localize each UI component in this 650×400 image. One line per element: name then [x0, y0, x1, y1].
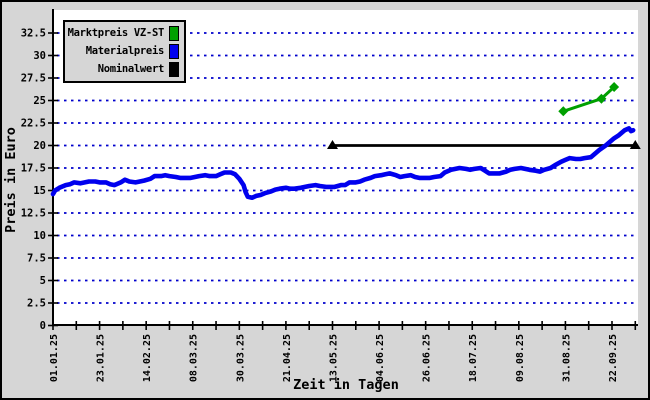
x-tick-label: 22.09.25 — [608, 334, 619, 382]
y-tick-label: 17.5 — [21, 163, 46, 175]
x-tick-label: 14.02.25 — [142, 334, 153, 382]
legend-item-marktpreis: Marktpreis VZ-ST — [65, 24, 184, 42]
x-tick-label: 18.07.25 — [468, 334, 479, 382]
y-tick-label: 15 — [33, 185, 46, 197]
nominalwert-triangle-marker — [629, 140, 641, 149]
x-tick-label: 09.08.25 — [515, 334, 526, 382]
legend-label-materialpreis: Materialpreis — [85, 45, 165, 57]
marktpreis-diamond-marker — [609, 82, 620, 92]
y-tick-label: 25 — [33, 95, 46, 107]
y-tick-label: 5 — [40, 275, 46, 287]
legend-swatch-marktpreis — [169, 25, 179, 41]
legend-label-nominalwert: Nominalwert — [97, 63, 165, 75]
x-tick-label: 26.06.25 — [422, 334, 433, 382]
x-tick-label: 30.03.25 — [235, 334, 246, 382]
series-materialpreis — [50, 126, 636, 200]
y-tick-label: 7.5 — [27, 253, 46, 265]
y-tick-label: 0 — [40, 320, 46, 332]
x-tick-label: 31.08.25 — [561, 334, 572, 382]
marktpreis-diamond-marker — [558, 106, 569, 117]
x-axis-title: Zeit in Tagen — [293, 377, 399, 393]
y-tick-label: 12.5 — [21, 208, 46, 220]
legend-label-marktpreis: Marktpreis VZ-ST — [67, 27, 165, 39]
marktpreis-diamond-marker — [596, 93, 607, 104]
chart-legend: Marktpreis VZ-ST Materialpreis Nominalwe… — [63, 20, 186, 83]
y-axis-title: Preis in Euro — [3, 127, 19, 233]
nominalwert-triangle-marker — [326, 140, 338, 149]
legend-item-nominalwert: Nominalwert — [65, 60, 184, 78]
x-tick-label: 08.03.25 — [189, 334, 200, 382]
y-tick-label: 20 — [33, 140, 46, 152]
x-tick-label: 01.01.25 — [49, 334, 60, 382]
x-tick-label: 13.05.25 — [328, 334, 339, 382]
x-tick-label: 23.01.25 — [96, 334, 107, 382]
x-tick-label: 04.06.25 — [375, 334, 386, 382]
y-tick-label: 32.5 — [21, 28, 46, 40]
x-tick-label: 21.04.25 — [282, 334, 293, 382]
legend-swatch-nominalwert — [169, 61, 179, 77]
legend-swatch-materialpreis — [169, 43, 179, 59]
y-tick-label: 10 — [33, 230, 46, 242]
y-tick-label: 27.5 — [21, 73, 46, 85]
y-tick-label: 2.5 — [27, 298, 46, 310]
y-tick-label: 30 — [33, 50, 46, 62]
legend-item-materialpreis: Materialpreis — [65, 42, 184, 60]
y-tick-label: 22.5 — [21, 118, 46, 130]
